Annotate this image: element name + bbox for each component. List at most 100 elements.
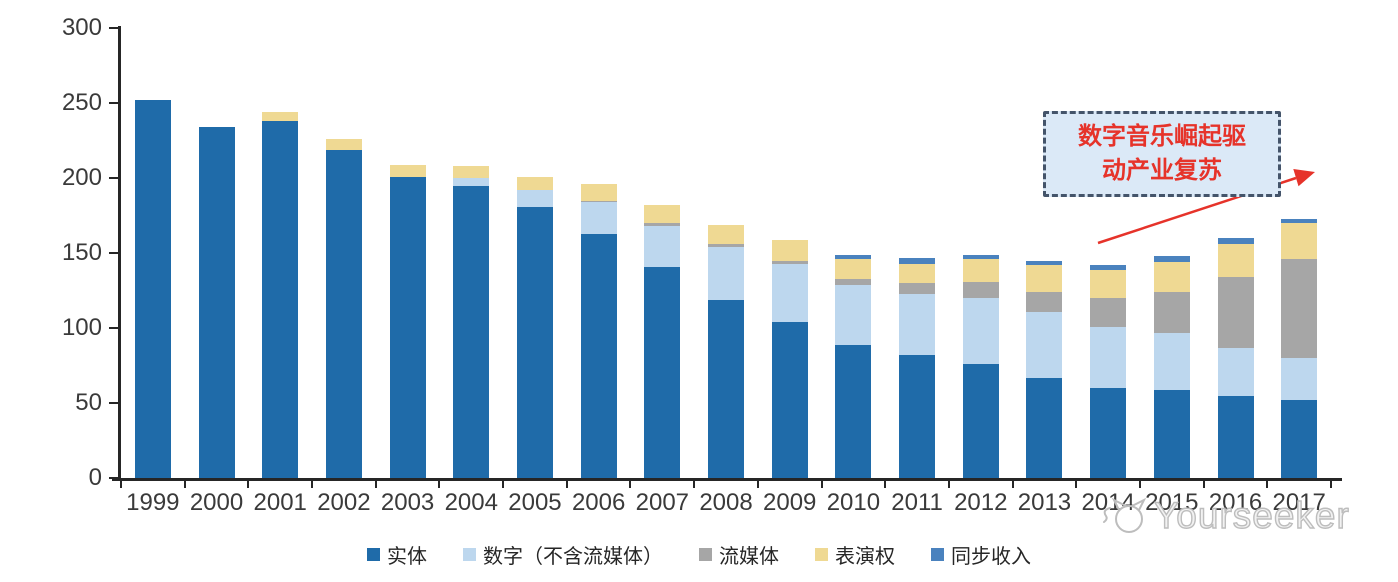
bar-2017-performance-segment — [1281, 223, 1318, 259]
bar-2016-sync-segment — [1217, 238, 1254, 244]
legend-label-streaming: 流媒体 — [719, 546, 779, 568]
bar-2015-streaming-segment — [1153, 292, 1190, 333]
legend-swatch-streaming-icon — [699, 548, 712, 561]
bar-2004-physical-segment — [453, 185, 490, 478]
bar-2007-physical-segment — [644, 266, 681, 478]
bar-2017-physical-segment — [1281, 400, 1318, 478]
bar-group-2017 — [1267, 28, 1331, 478]
legend-swatch-performance-icon — [815, 548, 828, 561]
bar-2009-digital-segment — [771, 263, 808, 322]
stacked-bar-2006 — [580, 184, 617, 478]
x-axis-label-2008: 2008 — [699, 489, 753, 516]
y-axis-label: 0 — [88, 464, 102, 491]
bar-group-2006 — [567, 28, 631, 478]
stacked-bar-2002 — [325, 139, 362, 478]
stacked-bar-2007 — [644, 205, 681, 478]
stacked-bar-2014 — [1090, 265, 1127, 478]
legend-swatch-sync-icon — [931, 548, 944, 561]
x-tick-mark — [565, 481, 568, 488]
y-tick-mark — [109, 27, 118, 29]
watermark-text: Yourseeker — [1153, 494, 1350, 536]
legend-item-physical: 实体 — [367, 540, 427, 569]
bar-2006-performance-segment — [580, 184, 617, 201]
bar-2005-physical-segment — [516, 206, 553, 478]
bar-group-2013 — [1013, 28, 1077, 478]
bar-2014-streaming-segment — [1090, 298, 1127, 327]
legend-label-physical: 实体 — [387, 546, 427, 568]
stacked-bar-2003 — [389, 164, 426, 478]
legend-item-sync: 同步收入 — [931, 540, 1031, 569]
legend-label-performance: 表演权 — [835, 546, 895, 568]
bar-2016-digital-segment — [1217, 347, 1254, 396]
y-axis-line — [118, 26, 121, 481]
stacked-bar-2015 — [1153, 256, 1190, 478]
bar-2014-sync-segment — [1090, 265, 1127, 270]
bar-2014-digital-segment — [1090, 326, 1127, 388]
y-tick-mark — [109, 102, 118, 104]
y-axis-label: 50 — [75, 389, 102, 416]
bar-2016-streaming-segment — [1217, 277, 1254, 348]
bar-2007-performance-segment — [644, 205, 681, 223]
bar-2008-streaming-segment — [708, 244, 745, 247]
bar-2003-physical-segment — [389, 176, 426, 478]
x-tick-mark — [693, 481, 696, 488]
bar-2011-performance-segment — [899, 263, 936, 283]
x-tick-mark — [947, 481, 950, 488]
bar-2005-performance-segment — [516, 176, 553, 190]
bar-2010-sync-segment — [835, 254, 872, 259]
y-axis-label: 250 — [61, 89, 102, 116]
bar-2008-performance-segment — [708, 224, 745, 244]
y-tick-mark — [109, 252, 118, 254]
x-tick-mark — [1330, 481, 1332, 488]
x-axis-label-2016: 2016 — [1208, 489, 1263, 516]
bar-2014-physical-segment — [1090, 388, 1127, 478]
bar-2012-sync-segment — [962, 254, 999, 259]
bar-2013-sync-segment — [1026, 260, 1063, 265]
legend-swatch-physical-icon — [367, 548, 380, 561]
y-axis-label: 150 — [61, 239, 102, 266]
bar-group-1999 — [121, 28, 185, 478]
bar-2015-physical-segment — [1153, 389, 1190, 478]
y-tick-mark — [109, 177, 118, 179]
x-tick-mark — [1202, 481, 1205, 488]
bar-2008-physical-segment — [708, 299, 745, 478]
watermark: Yourseeker — [1098, 494, 1350, 538]
bar-2001-performance-segment — [262, 112, 299, 121]
x-tick-mark — [374, 481, 377, 488]
stacked-bar-2012 — [962, 254, 999, 478]
stacked-bar-2008 — [708, 224, 745, 478]
x-axis-label-1999: 1999 — [126, 489, 180, 516]
legend-item-digital: 数字（不含流媒体） — [463, 540, 663, 569]
x-tick-mark — [311, 481, 314, 488]
annotation-callout-box: 数字音乐崛起驱 动产业复苏 — [1043, 111, 1281, 197]
bar-2011-sync-segment — [899, 257, 936, 264]
bar-2009-streaming-segment — [771, 260, 808, 264]
bar-2017-digital-segment — [1281, 358, 1318, 400]
x-axis-line — [112, 478, 1342, 481]
bar-2009-physical-segment — [771, 322, 808, 478]
bar-group-2001 — [248, 28, 312, 478]
y-axis-label: 200 — [61, 164, 102, 191]
bar-2012-performance-segment — [962, 259, 999, 282]
legend-swatch-digital-icon — [463, 548, 476, 561]
bar-2010-performance-segment — [835, 259, 872, 279]
x-axis-label-2006: 2006 — [571, 489, 626, 516]
bar-2013-performance-segment — [1026, 265, 1063, 292]
bar-2006-streaming-segment — [580, 200, 617, 202]
bar-2010-physical-segment — [835, 344, 872, 478]
bar-group-2008 — [694, 28, 758, 478]
bar-2011-physical-segment — [899, 355, 936, 478]
bar-2001-physical-segment — [262, 121, 299, 478]
chart-legend: 实体 数字（不含流媒体） 流媒体 表演权 同步收入 — [0, 540, 1398, 569]
bar-2007-digital-segment — [644, 226, 681, 267]
y-tick-mark — [109, 477, 118, 479]
bar-group-2005 — [503, 28, 567, 478]
stacked-bars-plot-area — [121, 28, 1331, 478]
bar-group-2009 — [758, 28, 822, 478]
bar-2017-sync-segment — [1281, 218, 1318, 223]
x-axis-label-2015: 2015 — [1145, 489, 1199, 516]
bar-2011-digital-segment — [899, 293, 936, 355]
stacked-bar-2010 — [835, 254, 872, 478]
x-axis-label-2017: 2017 — [1272, 489, 1326, 516]
bar-2013-digital-segment — [1026, 311, 1063, 378]
